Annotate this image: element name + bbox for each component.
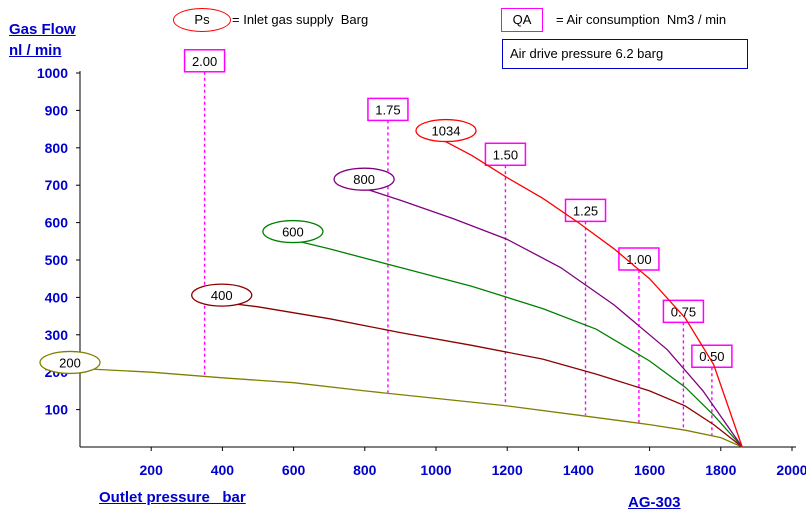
- series-label-oval-800: [333, 167, 395, 191]
- series-label-1034: 1034: [432, 124, 461, 139]
- legend-qa-symbol: QA: [501, 8, 543, 32]
- series-label-oval-1034: [415, 118, 477, 143]
- x-tick-label: 200: [140, 462, 164, 478]
- x-tick-label: 400: [211, 462, 235, 478]
- y-tick-label: 400: [45, 289, 69, 305]
- x-tick-label: 800: [353, 462, 377, 478]
- air-consumption-box: [484, 142, 527, 167]
- series-label-400: 400: [211, 288, 233, 303]
- air-consumption-label: 1.50: [493, 147, 518, 162]
- air-consumption-box: [564, 198, 607, 223]
- x-tick-label: 1000: [420, 462, 451, 478]
- x-tick-label: 1400: [563, 462, 594, 478]
- series-label-oval-600: [262, 219, 324, 244]
- y-tick-label: 600: [45, 215, 69, 231]
- air-consumption-label: 0.50: [699, 349, 724, 364]
- model-label: AG-303: [628, 494, 681, 511]
- series-line-1034: [435, 136, 743, 448]
- y-tick-label: 500: [45, 252, 69, 268]
- y-axis-title-line1: Gas Flow: [9, 21, 76, 38]
- y-tick-label: 100: [45, 402, 69, 418]
- legend-ps-text: = Inlet gas supply Barg: [232, 12, 369, 27]
- x-tick-label: 1600: [634, 462, 665, 478]
- y-tick-label: 300: [45, 327, 69, 343]
- air-consumption-box: [367, 97, 409, 122]
- y-tick-label: 1000: [37, 65, 68, 81]
- y-tick-label: 800: [45, 140, 69, 156]
- x-tick-label: 600: [282, 462, 306, 478]
- legend-ps-symbol: Ps: [173, 8, 231, 32]
- series-line-400: [211, 300, 743, 448]
- series-label-600: 600: [282, 225, 304, 240]
- air-consumption-label: 2.00: [192, 54, 217, 69]
- air-consumption-label: 1.25: [573, 203, 598, 218]
- legend-qa-text: = Air consumption Nm3 / min: [556, 12, 727, 27]
- series-line-600: [282, 236, 743, 448]
- series-line-800: [353, 184, 743, 448]
- series-label-oval-200: [39, 350, 101, 375]
- x-tick-label: 2000: [776, 462, 806, 478]
- air-consumption-label: 1.00: [626, 252, 651, 267]
- series-label-oval-400: [191, 283, 253, 307]
- y-tick-label: 700: [45, 177, 69, 193]
- x-tick-label: 1800: [705, 462, 736, 478]
- series-label-200: 200: [59, 355, 81, 370]
- air-consumption-box: [691, 344, 733, 368]
- air-drive-pressure-box: Air drive pressure 6.2 barg: [502, 39, 748, 69]
- x-axis-title: Outlet pressure bar: [99, 489, 246, 506]
- x-tick-label: 1200: [492, 462, 523, 478]
- series-label-800: 800: [353, 172, 375, 187]
- series-line-200: [79, 367, 743, 448]
- air-consumption-box: [183, 49, 226, 73]
- y-axis-title-line2: nl / min: [9, 42, 62, 59]
- air-consumption-label: 1.75: [375, 102, 400, 117]
- y-tick-label: 900: [45, 102, 69, 118]
